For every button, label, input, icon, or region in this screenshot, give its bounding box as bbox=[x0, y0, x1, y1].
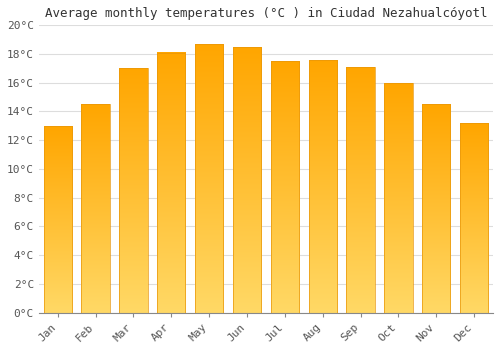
Bar bbox=[82, 104, 110, 313]
Bar bbox=[119, 68, 148, 313]
Bar bbox=[346, 67, 375, 313]
Bar bbox=[460, 123, 488, 313]
Bar bbox=[157, 52, 186, 313]
Bar bbox=[308, 60, 337, 313]
Bar bbox=[384, 83, 412, 313]
Bar bbox=[44, 126, 72, 313]
Bar bbox=[233, 47, 261, 313]
Bar bbox=[195, 44, 224, 313]
Bar bbox=[422, 104, 450, 313]
Title: Average monthly temperatures (°C ) in Ciudad Nezahualcóyotl: Average monthly temperatures (°C ) in Ci… bbox=[44, 7, 487, 20]
Bar bbox=[270, 61, 299, 313]
